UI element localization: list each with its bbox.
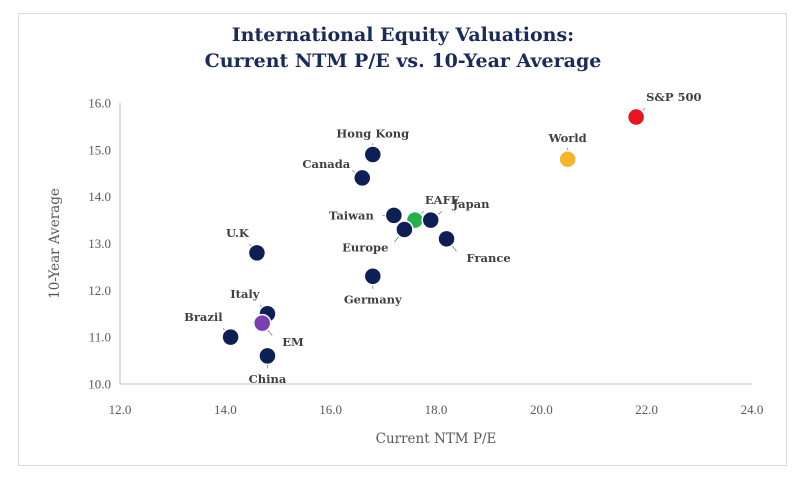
x-tick-label: 14.0 [214,402,237,417]
point-label-china: China [249,372,287,386]
x-tick-label: 18.0 [425,402,448,417]
point-label-hong-kong: Hong Kong [336,127,409,141]
leader-lines [222,108,646,369]
chart-title-line-1: International Equity Valuations: [231,24,575,46]
y-axis-title: 10-Year Average [47,188,63,299]
point-label-world: World [548,131,587,145]
x-tick-label: 12.0 [109,402,132,417]
point-label-eafe: EAFE [425,193,460,207]
data-point-u-k [247,243,267,263]
y-tick-label: 12.0 [88,283,111,298]
data-point-germany [363,267,383,286]
y-tick-label: 13.0 [88,236,111,251]
y-tick-label: 15.0 [88,142,111,157]
data-point-brazil [221,327,240,347]
data-point-japan [421,210,440,230]
data-points [221,107,646,366]
point-label-taiwan: Taiwan [329,208,375,222]
point-label-brazil: Brazil [184,310,223,324]
data-point-s-p-500 [626,107,646,127]
point-label-u-k: U.K [226,226,250,240]
point-label-france: France [467,251,511,265]
axes: 12.0 14.0 16.0 18.0 20.0 22.0 24.0 10.0 11.0 12.0… [88,96,763,418]
point-label-italy: Italy [230,287,260,301]
data-point-canada [353,168,372,188]
x-axis-title: Current NTM P/E [376,431,497,447]
point-label-em: EM [282,335,304,349]
x-tick-label: 16.0 [319,402,342,417]
point-label-s-p-500: S&P 500 [646,90,701,104]
point-label-japan: Japan [452,197,490,211]
y-tick-label: 11.0 [89,330,111,345]
data-point-china [258,346,277,366]
data-point-europe [395,220,414,239]
data-point-em [252,313,272,333]
chart-title: International Equity Valuations: Current… [0,22,806,74]
chart-title-line-2: Current NTM P/E vs. 10-Year Average [204,50,602,72]
point-labels: S&P 500 World Hong Kong Canada EAFE Taiwan Jap… [184,90,701,386]
point-label-europe: Europe [342,240,388,254]
y-tick-label: 10.0 [88,377,111,392]
data-point-world [558,149,577,169]
data-point-taiwan [384,206,404,225]
chart-frame [18,13,787,466]
data-point-hong-kong [363,145,383,164]
x-tick-label: 24.0 [741,402,764,417]
point-label-canada: Canada [302,157,350,171]
data-point-france [437,229,456,249]
x-tick-label: 22.0 [635,402,658,417]
y-tick-label: 16.0 [88,96,111,111]
y-tick-label: 14.0 [88,189,111,204]
point-label-germany: Germany [344,292,402,306]
x-tick-label: 20.0 [530,402,553,417]
